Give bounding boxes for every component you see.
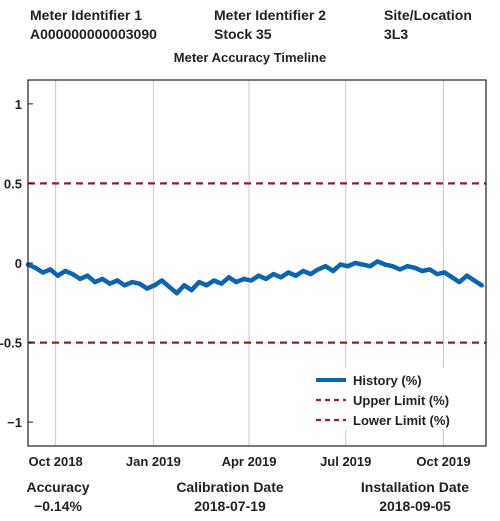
x-tick-label: Jul 2019 xyxy=(320,454,371,469)
history-point xyxy=(189,287,194,293)
history-point xyxy=(293,273,298,278)
history-point xyxy=(286,270,291,275)
site-location: Site/Location 3L3 xyxy=(384,6,472,44)
history-point xyxy=(420,268,425,274)
calibration-date-value: 2018-07-19 xyxy=(194,498,266,514)
history-point xyxy=(330,268,336,274)
history-point xyxy=(397,267,403,272)
y-tick-label: -0.5 xyxy=(0,336,22,351)
history-point xyxy=(137,281,142,286)
history-point xyxy=(390,264,395,269)
meter-identifier-2-label: Meter Identifier 2 xyxy=(214,7,327,23)
calibration-date-label: Calibration Date xyxy=(176,479,284,495)
history-point xyxy=(301,268,306,274)
history-point xyxy=(159,278,165,283)
x-tick-label: Oct 2018 xyxy=(29,454,83,469)
history-point xyxy=(204,283,209,288)
history-point xyxy=(77,276,83,282)
installation-date-value: 2018-09-05 xyxy=(379,498,451,514)
calibration-date: Calibration Date 2018-07-19 xyxy=(150,478,310,516)
legend-label: Upper Limit (%) xyxy=(353,393,449,408)
history-point xyxy=(323,264,328,269)
x-tick-label: Apr 2019 xyxy=(222,454,277,469)
y-tick-label: 0.5 xyxy=(4,176,22,191)
history-point xyxy=(360,262,365,267)
accuracy-value: −0.14% xyxy=(34,498,82,514)
history-point xyxy=(353,260,358,266)
history-point xyxy=(55,273,60,278)
x-tick-labels: Oct 2018 Jan 2019 Apr 2019 Jul 2019 Oct 2019 xyxy=(29,454,471,469)
y-tick-label: 0 xyxy=(15,256,22,271)
history-point xyxy=(70,271,75,277)
history-point xyxy=(219,281,224,286)
meter-identifier-2-value: Stock 35 xyxy=(214,26,272,42)
history-point xyxy=(92,279,98,285)
history-point xyxy=(345,264,351,269)
site-location-value: 3L3 xyxy=(384,26,409,42)
history-point xyxy=(211,278,217,283)
history-point xyxy=(405,264,410,269)
legend: History (%) Upper Limit (%) Lower Limit (%… xyxy=(306,368,480,430)
history-point xyxy=(442,270,447,275)
y-tick-label: −1 xyxy=(7,415,22,430)
history-point xyxy=(122,283,127,288)
history-point xyxy=(375,259,380,264)
installation-date-label: Installation Date xyxy=(360,479,470,495)
history-point xyxy=(457,279,462,285)
history-point xyxy=(308,271,313,277)
history-point xyxy=(382,262,388,267)
history-point xyxy=(427,267,432,272)
history-point xyxy=(33,265,38,270)
history-point xyxy=(182,283,187,288)
history-point xyxy=(464,273,470,278)
history-point xyxy=(479,283,484,288)
history-point xyxy=(256,273,261,278)
history-point xyxy=(196,279,202,285)
accuracy-summary: Accuracy −0.14% xyxy=(18,478,98,516)
history-point xyxy=(129,279,135,285)
history-point xyxy=(152,283,157,288)
legend-label: History (%) xyxy=(353,373,422,388)
x-tick-label: Jan 2019 xyxy=(126,454,181,469)
history-point xyxy=(241,276,246,282)
limit-layer xyxy=(28,182,486,344)
history-point xyxy=(278,275,284,280)
accuracy-label: Accuracy xyxy=(26,479,90,495)
history-point xyxy=(263,276,269,282)
history-point xyxy=(167,284,172,290)
history-point xyxy=(100,276,105,282)
history-point xyxy=(368,264,373,269)
y-tick-label: 1 xyxy=(15,97,22,112)
history-point xyxy=(226,275,231,280)
installation-date: Installation Date 2018-09-05 xyxy=(350,478,480,516)
chart-title: Meter Accuracy Timeline xyxy=(173,50,327,65)
legend-label: Lower Limit (%) xyxy=(353,413,450,428)
history-point xyxy=(40,270,46,275)
history-point xyxy=(85,273,90,278)
history-point xyxy=(412,265,417,270)
meter-identifier-1-label: Meter Identifier 1 xyxy=(30,7,143,23)
history-point xyxy=(315,267,321,272)
history-point xyxy=(107,281,113,286)
history-point xyxy=(338,262,343,267)
meter-identifier-1: Meter Identifier 1 A000000000003090 xyxy=(30,6,157,44)
meter-identifier-2: Meter Identifier 2 Stock 35 xyxy=(214,6,326,44)
history-point xyxy=(174,291,179,296)
x-tick-label: Oct 2019 xyxy=(416,454,470,469)
history-point xyxy=(62,268,68,274)
series-layer xyxy=(25,259,484,296)
history-point xyxy=(449,275,455,280)
history-point xyxy=(472,278,477,283)
history-point xyxy=(234,279,239,285)
meter-identifier-1-value: A000000000003090 xyxy=(30,26,157,42)
site-location-label: Site/Location xyxy=(384,7,472,23)
history-point xyxy=(115,278,120,283)
history-point xyxy=(144,286,150,291)
history-point xyxy=(249,278,254,283)
y-tick-labels: 1 0.5 0 -0.5 −1 xyxy=(0,97,33,430)
history-point xyxy=(48,267,53,272)
history-point xyxy=(434,271,440,277)
history-point xyxy=(271,271,276,277)
